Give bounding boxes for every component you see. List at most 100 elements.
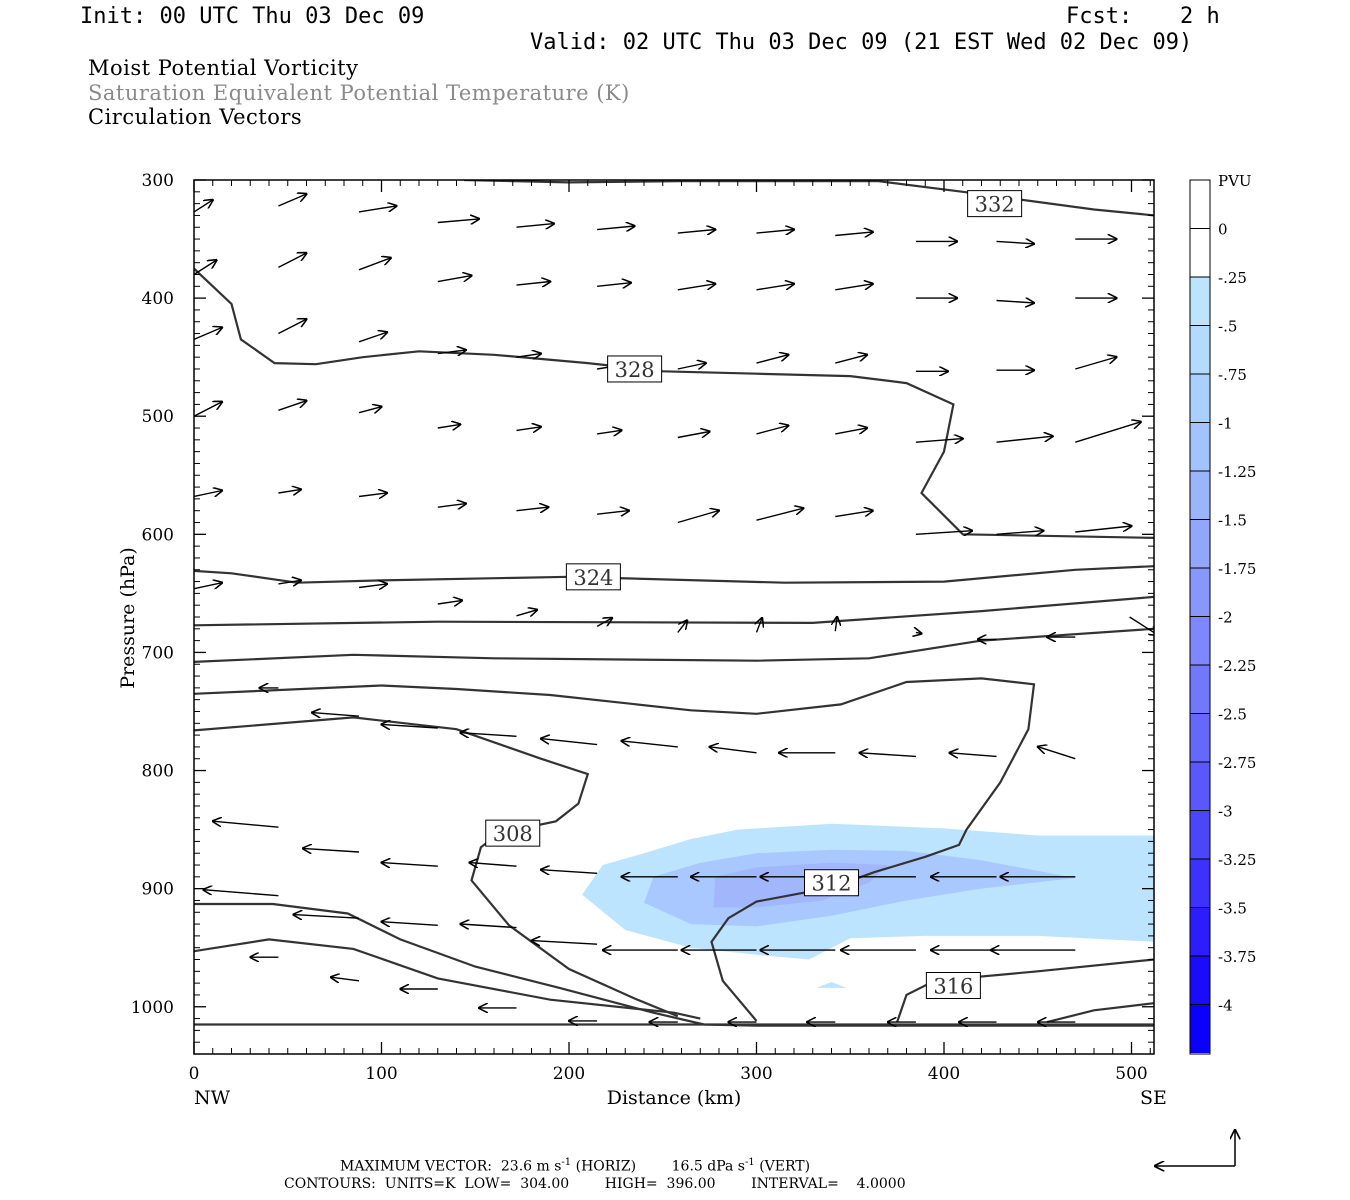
circulation-vector [382, 863, 438, 867]
legend-title: PVU [1218, 172, 1252, 190]
legend-level-label: -1.75 [1218, 560, 1256, 578]
circulation-vector [194, 491, 222, 498]
circulation-vector [358, 493, 387, 497]
circulation-vector [460, 733, 517, 737]
x-tick-label: 300 [740, 1064, 772, 1084]
theta-contour-1 [194, 267, 1154, 539]
legend-level-label: -4 [1218, 997, 1233, 1015]
contour-label-box [804, 869, 859, 897]
legend-swatch [1190, 665, 1210, 714]
circulation-vector [677, 432, 710, 439]
legend-level-label: -3.25 [1218, 851, 1256, 869]
legend-level-label: -2 [1218, 609, 1233, 627]
circulation-vector [677, 511, 719, 524]
circulation-vector [1129, 616, 1154, 635]
legend-swatch [1190, 180, 1210, 229]
field-title-theta: Saturation Equivalent Potential Temperat… [88, 81, 630, 105]
circulation-vector [516, 282, 551, 286]
circulation-vector [437, 504, 466, 508]
circulation-vector [382, 724, 438, 728]
theta-contour-4 [194, 627, 1154, 663]
y-tick-label: 900 [142, 880, 174, 900]
circulation-vector [532, 941, 598, 945]
legend-level-label: -1.25 [1218, 463, 1256, 481]
circulation-vector [541, 870, 598, 874]
axes-layer: 300 400 500 600 700 800 900 1000 0 100 200 300 400 50… [131, 171, 1154, 1084]
reference-vector [1155, 1130, 1235, 1166]
contour-label-box [607, 355, 663, 383]
circulation-vector [597, 511, 629, 515]
x-tick-label: 500 [1115, 1064, 1147, 1084]
circulation-vector [437, 424, 461, 428]
circulation-vector [622, 741, 678, 748]
circulation-vector [1075, 526, 1131, 533]
contour-label-308: 308 [493, 822, 533, 846]
circulation-vector-layer [194, 194, 1154, 1022]
y-tick-label: 500 [142, 407, 174, 427]
pv-region-3 [816, 982, 847, 988]
forecast-hour: 2 h [1180, 4, 1220, 29]
circulation-vector [860, 753, 916, 757]
theta-contour-7 [194, 902, 1154, 1027]
circulation-vector [677, 230, 716, 234]
circulation-vector [278, 489, 301, 493]
circulation-vector [835, 511, 873, 518]
circulation-vector [278, 580, 301, 584]
circulation-vector [756, 426, 789, 435]
theta-contour-5 [194, 677, 1036, 1022]
legend-swatch [1190, 471, 1210, 520]
circulation-vector [437, 276, 472, 283]
circulation-vector [278, 253, 306, 269]
legend-swatch [1190, 422, 1210, 471]
x-tick-label: 0 [189, 1064, 200, 1084]
pv-color-legend: PVU 0 -.25 -.5 -.75 -1 -1.25 -1.5 -1.75 -2 -2.25 -2… [1189, 172, 1256, 1055]
y-tick-label: 400 [142, 289, 174, 309]
legend-level-label: -.25 [1218, 269, 1247, 287]
circulation-vector [382, 922, 438, 926]
x-tick-label: 100 [365, 1064, 397, 1084]
circulation-vector [358, 584, 387, 588]
circulation-vector [278, 401, 306, 411]
circulation-vector [194, 327, 222, 341]
legend-swatch [1190, 568, 1210, 617]
legend-level-label: -3 [1218, 803, 1233, 821]
circulation-vector [677, 620, 687, 633]
legend-swatch [1190, 810, 1210, 859]
contour-label-324: 324 [573, 566, 613, 590]
circulation-vector [213, 821, 279, 828]
contour-label-328: 328 [615, 358, 655, 382]
circulation-vector [677, 284, 716, 291]
circulation-vector [1075, 422, 1141, 443]
circulation-vector [516, 224, 555, 228]
legend-swatch [1190, 277, 1210, 326]
circulation-vector [437, 219, 479, 223]
forecast-label: Fcst: [1066, 4, 1133, 29]
valid-time: Valid: 02 UTC Thu 03 Dec 09 (21 EST Wed … [530, 30, 1193, 55]
legend-swatch [1190, 713, 1210, 762]
legend-level-label: -3.5 [1218, 900, 1247, 918]
legend-level-label: -2.5 [1218, 706, 1247, 724]
circulation-vector [996, 531, 1044, 535]
circulation-vector [516, 354, 541, 358]
circulation-vector [756, 230, 795, 234]
theta-contour-8 [194, 938, 701, 1020]
circulation-vector [516, 427, 541, 431]
circulation-vector [996, 241, 1035, 243]
circulation-vector [293, 915, 360, 919]
circulation-vector [194, 819, 195, 821]
contour-label-316: 316 [933, 974, 973, 998]
legend-swatch [1190, 519, 1210, 568]
circulation-vector [596, 618, 612, 628]
field-title-pv: Moist Potential Vorticity [88, 56, 359, 80]
circulation-vector [996, 301, 1035, 303]
circulation-vector [437, 600, 462, 604]
circulation-vector [835, 428, 867, 435]
y-tick-label: 800 [142, 762, 174, 782]
contour-label-332: 332 [975, 193, 1015, 217]
contour-label-box [565, 563, 621, 591]
x-axis-title: Distance (km) [607, 1087, 742, 1109]
legend-swatch [1190, 325, 1210, 374]
legend-level-label: -.75 [1218, 366, 1247, 384]
circulation-vector [916, 632, 922, 633]
theta-contour-2 [194, 565, 1154, 584]
